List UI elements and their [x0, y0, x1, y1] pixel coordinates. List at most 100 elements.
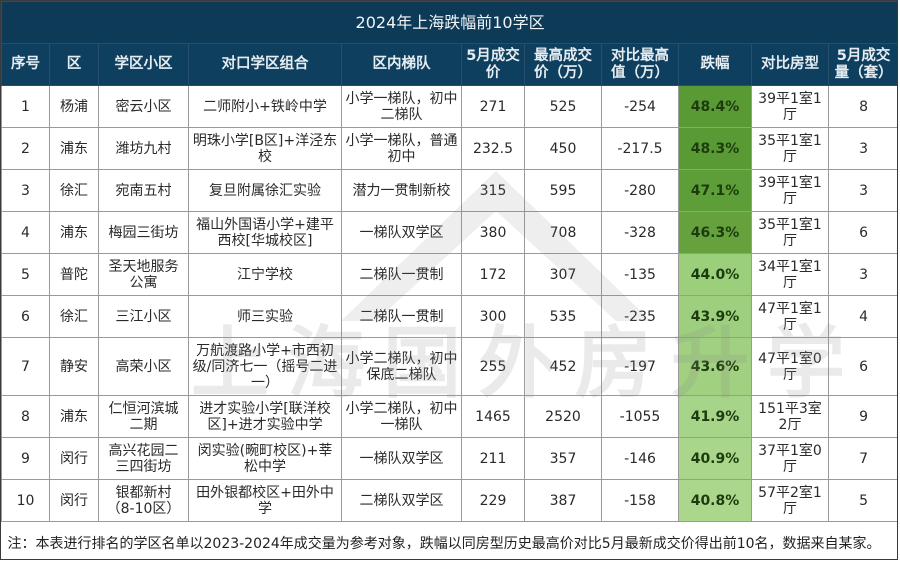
table-row: 10 闵行 银都新村（8-10区） 田外银都校区+田外中学 二梯队双学区 229… — [1, 479, 897, 522]
col-header-tier: 区内梯队 — [341, 43, 462, 86]
cell-layout: 47平1室0厅 — [751, 337, 829, 396]
cell-max-price: 387 — [524, 479, 602, 522]
cell-tier: 一梯队双学区 — [341, 211, 462, 254]
cell-diff: -146 — [601, 437, 679, 480]
col-header-may-price: 5月成交价 — [461, 43, 525, 86]
cell-drop: 44.0% — [678, 253, 752, 296]
cell-tier: 小学一梯队，初中二梯队 — [341, 85, 462, 128]
cell-rank: 4 — [1, 211, 50, 254]
cell-max-price: 357 — [524, 437, 602, 480]
col-header-drop: 跌幅 — [678, 43, 752, 86]
cell-district: 普陀 — [49, 253, 99, 296]
cell-drop: 47.1% — [678, 169, 752, 212]
cell-max-price: 708 — [524, 211, 602, 254]
cell-may-price: 1465 — [461, 395, 525, 438]
cell-diff: -158 — [601, 479, 679, 522]
cell-layout: 47平1室1厅 — [751, 295, 829, 338]
col-header-max-price: 最高成交价（万） — [524, 43, 602, 86]
cell-tier: 小学二梯队，初中保底二梯队 — [341, 337, 462, 396]
cell-schools: 福山外国语小学+建平西校[华城校区] — [188, 211, 342, 254]
cell-max-price: 525 — [524, 85, 602, 128]
cell-may-price: 380 — [461, 211, 525, 254]
header-row: 序号 区 学区小区 对口学区组合 区内梯队 5月成交价 最高成交价（万） 对比最… — [1, 43, 897, 86]
cell-volume: 3 — [827, 253, 897, 296]
cell-drop: 40.8% — [678, 479, 752, 522]
table-row: 1 杨浦 密云小区 二师附小+铁岭中学 小学一梯队，初中二梯队 271 525 … — [1, 85, 897, 128]
cell-schools: 田外银都校区+田外中学 — [188, 479, 342, 522]
cell-may-price: 255 — [461, 337, 525, 396]
cell-may-price: 300 — [461, 295, 525, 338]
cell-rank: 5 — [1, 253, 50, 296]
cell-drop: 46.3% — [678, 211, 752, 254]
cell-volume: 4 — [827, 295, 897, 338]
cell-district: 杨浦 — [49, 85, 99, 128]
cell-district: 浦东 — [49, 127, 99, 170]
cell-drop: 43.6% — [678, 337, 752, 396]
cell-drop: 43.9% — [678, 295, 752, 338]
col-header-layout: 对比房型 — [751, 43, 829, 86]
cell-community: 潍坊九村 — [98, 127, 189, 170]
cell-max-price: 450 — [524, 127, 602, 170]
cell-tier: 二梯队一贯制 — [341, 253, 462, 296]
cell-rank: 2 — [1, 127, 50, 170]
table-row: 7 静安 高荣小区 万航渡路小学+市西初级/同济七一（摇号二进一） 小学二梯队，… — [1, 337, 897, 396]
cell-schools: 闵实验(畹町校区)+莘松中学 — [188, 437, 342, 480]
cell-diff: -328 — [601, 211, 679, 254]
cell-volume: 3 — [827, 127, 897, 170]
table-row: 4 浦东 梅园三街坊 福山外国语小学+建平西校[华城校区] 一梯队双学区 380… — [1, 211, 897, 254]
cell-schools: 复旦附属徐汇实验 — [188, 169, 342, 212]
cell-rank: 3 — [1, 169, 50, 212]
cell-community: 圣天地服务公寓 — [98, 253, 189, 296]
cell-may-price: 172 — [461, 253, 525, 296]
cell-volume: 9 — [827, 395, 897, 438]
cell-diff: -235 — [601, 295, 679, 338]
cell-schools: 万航渡路小学+市西初级/同济七一（摇号二进一） — [188, 337, 342, 396]
table-body: 1 杨浦 密云小区 二师附小+铁岭中学 小学一梯队，初中二梯队 271 5 2 5 … — [1, 85, 897, 560]
cell-district: 浦东 — [49, 211, 99, 254]
cell-volume: 5 — [827, 479, 897, 522]
cell-community: 高兴花园二三四街坊 — [98, 437, 189, 480]
table-row: 3 徐汇 宛南五村 复旦附属徐汇实验 潜力一贯制新校 315 595 -280 … — [1, 169, 897, 212]
cell-diff: -197 — [601, 337, 679, 396]
cell-max-price: 452 — [524, 337, 602, 396]
col-header-schools: 对口学区组合 — [188, 43, 342, 86]
cell-district: 浦东 — [49, 395, 99, 438]
cell-tier: 一梯队双学区 — [341, 437, 462, 480]
cell-max-price: 535 — [524, 295, 602, 338]
cell-community: 银都新村（8-10区） — [98, 479, 189, 522]
cell-rank: 1 — [1, 85, 50, 128]
table-row: 5 普陀 圣天地服务公寓 江宁学校 二梯队一贯制 172 307 -135 44… — [1, 253, 897, 296]
cell-may-price: 271 — [461, 85, 525, 128]
cell-district: 闵行 — [49, 479, 99, 522]
cell-volume: 7 — [827, 437, 897, 480]
cell-schools: 进才实验小学[联洋校区]+进才实验中学 — [188, 395, 342, 438]
col-header-district: 区 — [49, 43, 99, 86]
cell-diff: -217.5 — [601, 127, 679, 170]
cell-drop: 40.9% — [678, 437, 752, 480]
cell-rank: 10 — [1, 479, 50, 522]
cell-district: 徐汇 — [49, 295, 99, 338]
cell-rank: 6 — [1, 295, 50, 338]
cell-tier: 二梯队双学区 — [341, 479, 462, 522]
footnote: 注：本表进行排名的学区名单以2023-2024年成交量为参考对象，跌幅以同房型历… — [7, 535, 881, 552]
cell-drop: 48.4% — [678, 85, 752, 128]
cell-community: 密云小区 — [98, 85, 189, 128]
cell-schools: 师三实验 — [188, 295, 342, 338]
cell-layout: 35平1室1厅 — [751, 127, 829, 170]
cell-schools: 二师附小+铁岭中学 — [188, 85, 342, 128]
cell-layout: 151平3室2厅 — [751, 395, 829, 438]
cell-community: 仁恒河滨城二期 — [98, 395, 189, 438]
cell-diff: -254 — [601, 85, 679, 128]
table-row: 2 浦东 潍坊九村 明珠小学[B区]+洋泾东校 小学一梯队，普通初中 232.5… — [1, 127, 897, 170]
cell-tier: 小学二梯队，初中一梯队 — [341, 395, 462, 438]
col-header-community: 学区小区 — [98, 43, 189, 86]
cell-rank: 7 — [1, 337, 50, 396]
cell-drop: 48.3% — [678, 127, 752, 170]
cell-max-price: 595 — [524, 169, 602, 212]
cell-max-price: 307 — [524, 253, 602, 296]
cell-tier: 小学一梯队，普通初中 — [341, 127, 462, 170]
cell-volume: 6 — [827, 211, 897, 254]
cell-tier: 二梯队一贯制 — [341, 295, 462, 338]
